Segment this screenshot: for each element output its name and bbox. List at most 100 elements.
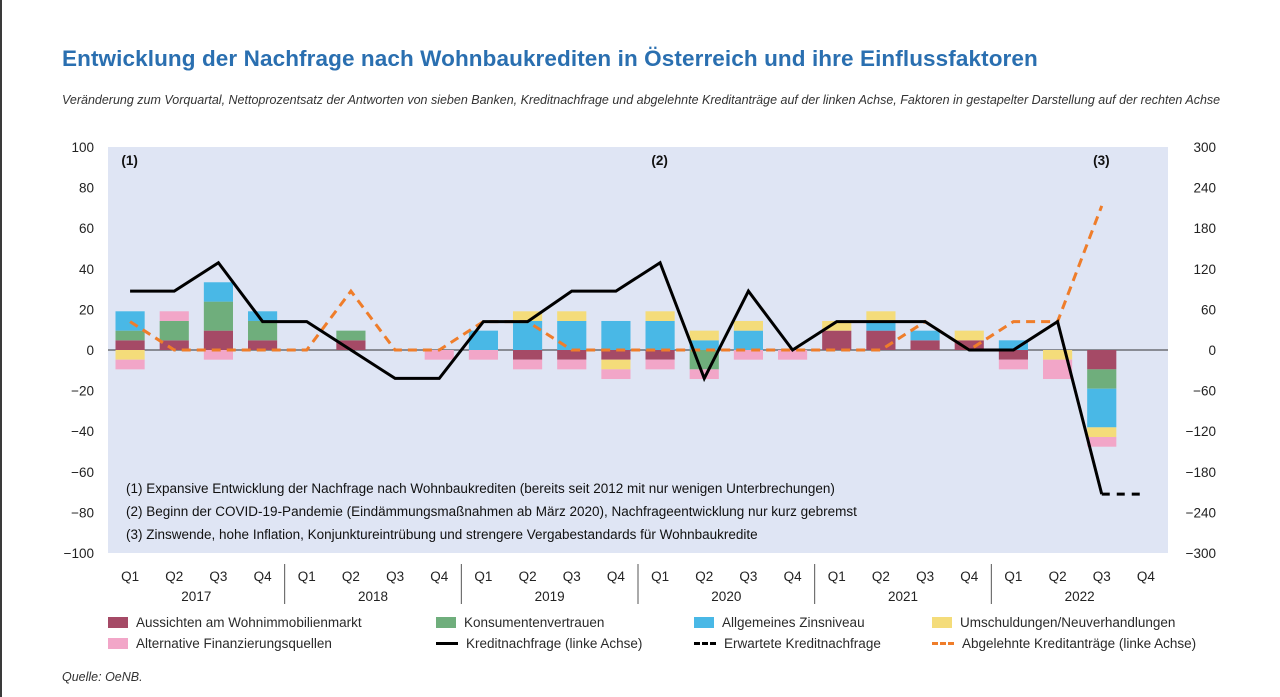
bar-konsumenten bbox=[115, 330, 145, 341]
bar-zins bbox=[1087, 388, 1117, 428]
legend-swatch-konsumenten bbox=[436, 617, 456, 628]
bar-alternative bbox=[733, 350, 763, 360]
legend-label-erwartete: Erwartete Kreditnachfrage bbox=[724, 636, 881, 651]
year-label: 2017 bbox=[181, 589, 211, 604]
bar-umschuldungen bbox=[733, 320, 763, 331]
legend-line-erwartete bbox=[694, 642, 716, 645]
quarter-label: Q1 bbox=[121, 569, 139, 584]
year-label: 2020 bbox=[711, 589, 741, 604]
left-tick-label: −40 bbox=[71, 424, 94, 439]
quarter-label: Q2 bbox=[872, 569, 890, 584]
bar-aussichten bbox=[1087, 350, 1117, 370]
bar-alternative bbox=[468, 350, 498, 360]
right-tick-label: −60 bbox=[1193, 384, 1216, 399]
bar-alternative bbox=[557, 359, 587, 370]
notes-group: (1) Expansive Entwicklung der Nachfrage … bbox=[126, 481, 857, 542]
legend-item-aussichten: Aussichten am Wohnimmobilienmarkt bbox=[108, 615, 362, 630]
bar-alternative bbox=[689, 369, 719, 380]
note-3: (3) Zinswende, hohe Inflation, Konjunktu… bbox=[126, 527, 758, 542]
legend-item-umschuldungen: Umschuldungen/Neuverhandlungen bbox=[932, 615, 1175, 630]
year-label: 2019 bbox=[535, 589, 565, 604]
quarter-label: Q2 bbox=[695, 569, 713, 584]
quarter-label: Q2 bbox=[1049, 569, 1067, 584]
right-tick-label: 120 bbox=[1193, 262, 1216, 277]
chart-subtitle: Veränderung zum Vorquartal, Nettoprozent… bbox=[62, 93, 1221, 107]
legend-swatch-alternative bbox=[108, 638, 128, 649]
legend-line-abgelehnte bbox=[932, 642, 954, 645]
legend-label-aussichten: Aussichten am Wohnimmobilienmarkt bbox=[136, 615, 362, 630]
bar-aussichten bbox=[866, 330, 896, 350]
left-tick-label: 40 bbox=[79, 262, 94, 277]
bar-zins bbox=[115, 311, 145, 331]
quarter-label: Q3 bbox=[739, 569, 757, 584]
quarter-label: Q3 bbox=[209, 569, 227, 584]
quarter-label: Q1 bbox=[828, 569, 846, 584]
bar-alternative bbox=[115, 359, 145, 370]
left-frame-border bbox=[0, 0, 2, 697]
left-tick-label: 80 bbox=[79, 181, 94, 196]
left-tick-label: 60 bbox=[79, 221, 94, 236]
bar-aussichten bbox=[910, 340, 940, 350]
marker-label-2: (2) bbox=[651, 153, 668, 168]
bar-umschuldungen bbox=[822, 320, 852, 331]
legend-item-abgelehnte: Abgelehnte Kreditanträge (linke Achse) bbox=[932, 636, 1196, 651]
right-tick-label: 180 bbox=[1193, 221, 1216, 236]
line-kreditnachfrage-linke-achse- bbox=[130, 260, 1104, 495]
right-tick-label: 240 bbox=[1193, 181, 1216, 196]
legend-label-alternative: Alternative Finanzierungsquellen bbox=[136, 636, 332, 651]
bar-konsumenten bbox=[203, 301, 233, 331]
bar-aussichten bbox=[159, 340, 189, 350]
left-tick-label: −20 bbox=[71, 384, 94, 399]
legend-item-alternative: Alternative Finanzierungsquellen bbox=[108, 636, 332, 651]
quarter-label: Q1 bbox=[651, 569, 669, 584]
right-tick-label: −120 bbox=[1186, 424, 1216, 439]
bar-zins bbox=[645, 320, 675, 350]
quarter-label: Q4 bbox=[430, 569, 449, 584]
quarter-label: Q4 bbox=[254, 569, 273, 584]
bar-konsumenten bbox=[248, 320, 278, 341]
quarter-label: Q3 bbox=[1093, 569, 1111, 584]
bar-alternative bbox=[778, 350, 808, 360]
note-2: (2) Beginn der COVID-19-Pandemie (Eindäm… bbox=[126, 504, 857, 519]
bar-aussichten bbox=[601, 350, 631, 360]
left-tick-label: 0 bbox=[86, 343, 94, 358]
quarter-label: Q3 bbox=[386, 569, 404, 584]
bar-aussichten bbox=[336, 340, 366, 350]
bar-aussichten bbox=[203, 330, 233, 350]
bar-umschuldungen bbox=[557, 311, 587, 321]
legend-swatch-umschuldungen bbox=[932, 617, 952, 628]
bar-zins bbox=[248, 311, 278, 321]
legend-label-kreditnachfrage: Kreditnachfrage (linke Achse) bbox=[466, 636, 643, 651]
bar-zins bbox=[910, 330, 940, 341]
bar-alternative bbox=[203, 350, 233, 360]
right-tick-label: 300 bbox=[1193, 140, 1216, 155]
bar-zins bbox=[468, 330, 498, 350]
legend-line-kreditnachfrage bbox=[436, 642, 458, 645]
bar-aussichten bbox=[248, 340, 278, 350]
bar-umschuldungen bbox=[513, 311, 543, 321]
quarter-label: Q4 bbox=[784, 569, 803, 584]
right-tick-label: 60 bbox=[1201, 302, 1216, 317]
bar-aussichten bbox=[513, 350, 543, 360]
legend-item-zins: Allgemeines Zinsniveau bbox=[694, 615, 865, 630]
right-tick-label: 0 bbox=[1208, 343, 1216, 358]
bar-umschuldungen bbox=[601, 359, 631, 370]
bar-aussichten bbox=[115, 340, 145, 350]
bar-zins bbox=[513, 320, 543, 350]
quarter-label: Q1 bbox=[298, 569, 316, 584]
bar-umschuldungen bbox=[866, 311, 896, 321]
legend-swatch-aussichten bbox=[108, 617, 128, 628]
right-tick-label: −180 bbox=[1186, 465, 1216, 480]
legend-item-erwartete: Erwartete Kreditnachfrage bbox=[694, 636, 881, 651]
bar-zins bbox=[998, 340, 1028, 350]
bar-aussichten bbox=[954, 340, 984, 350]
bar-zins bbox=[557, 320, 587, 350]
bar-alternative bbox=[998, 359, 1028, 370]
marker-label-3: (3) bbox=[1093, 153, 1110, 168]
bar-alternative bbox=[1043, 359, 1073, 380]
bar-zins bbox=[601, 320, 631, 350]
bar-zins bbox=[733, 330, 763, 350]
quarter-label: Q2 bbox=[342, 569, 360, 584]
bar-zins bbox=[203, 282, 233, 302]
